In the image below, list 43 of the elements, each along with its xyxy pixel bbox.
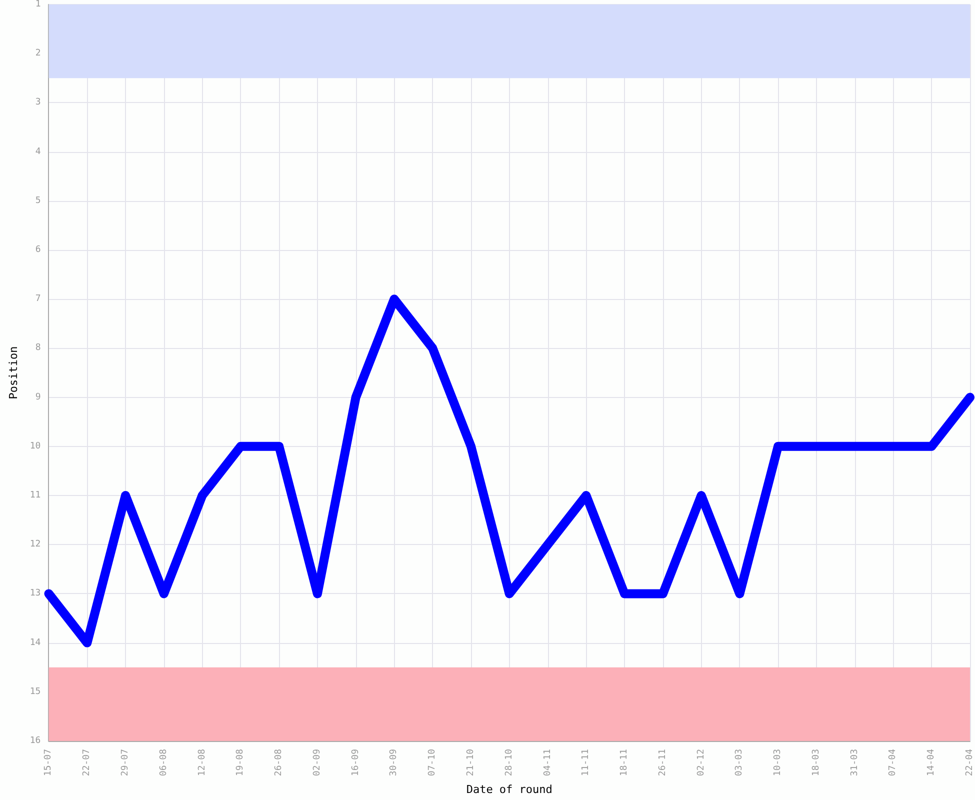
y-tick-label: 8 [35, 343, 41, 354]
x-tick-label: 29-07 [120, 749, 131, 776]
y-tick-label: 3 [35, 98, 41, 108]
y-tick-label: 15 [30, 686, 41, 697]
y-tick-label: 14 [30, 638, 41, 648]
y-tick-label: 5 [35, 196, 41, 206]
x-tick-label: 02-09 [312, 749, 322, 776]
x-tick-label: 04-11 [542, 749, 553, 776]
x-tick-label: 30-09 [389, 749, 400, 776]
x-tick-label: 03-03 [734, 749, 745, 776]
y-axis-title: Position [7, 346, 20, 400]
x-tick-label: 19-08 [236, 749, 246, 776]
x-tick-label: 02-12 [696, 749, 706, 776]
x-tick-label: 26-11 [658, 749, 668, 776]
x-tick-label: 22-04 [965, 749, 975, 776]
y-tick-label: 12 [30, 540, 41, 550]
y-tick-label: 16 [30, 736, 41, 746]
x-tick-label: 22-07 [82, 749, 92, 776]
y-tick-label: 9 [35, 392, 41, 402]
x-tick-label: 15-07 [44, 749, 54, 776]
y-tick-label: 1 [35, 0, 41, 10]
x-tick-label: 11-11 [581, 749, 592, 776]
x-tick-label: 14-04 [926, 749, 937, 776]
x-tick-label: 12-08 [197, 749, 208, 776]
x-tick-label: 07-04 [888, 749, 898, 776]
y-tick-label: 4 [35, 146, 41, 157]
y-tick-label: 2 [35, 48, 41, 59]
x-axis-title: Date of round [466, 783, 552, 796]
x-tick-label: 26-08 [274, 749, 284, 776]
x-tick-label: 07-10 [428, 749, 438, 776]
y-tick-label: 7 [35, 294, 41, 304]
x-tick-label: 28-10 [504, 749, 514, 776]
x-tick-label: 18-03 [811, 749, 822, 776]
x-tick-label: 18-11 [620, 749, 630, 776]
y-tick-label: 11 [30, 490, 41, 501]
x-tick-label: 16-09 [350, 749, 361, 776]
x-tick-label: 06-08 [158, 749, 169, 776]
y-tick-label: 10 [30, 441, 41, 452]
y-tick-label: 13 [30, 588, 41, 599]
y-tick-label: 6 [35, 245, 41, 256]
x-tick-label: 21-10 [466, 749, 476, 776]
x-tick-label: 10-03 [773, 749, 784, 776]
x-tick-label: 31-03 [850, 749, 860, 776]
